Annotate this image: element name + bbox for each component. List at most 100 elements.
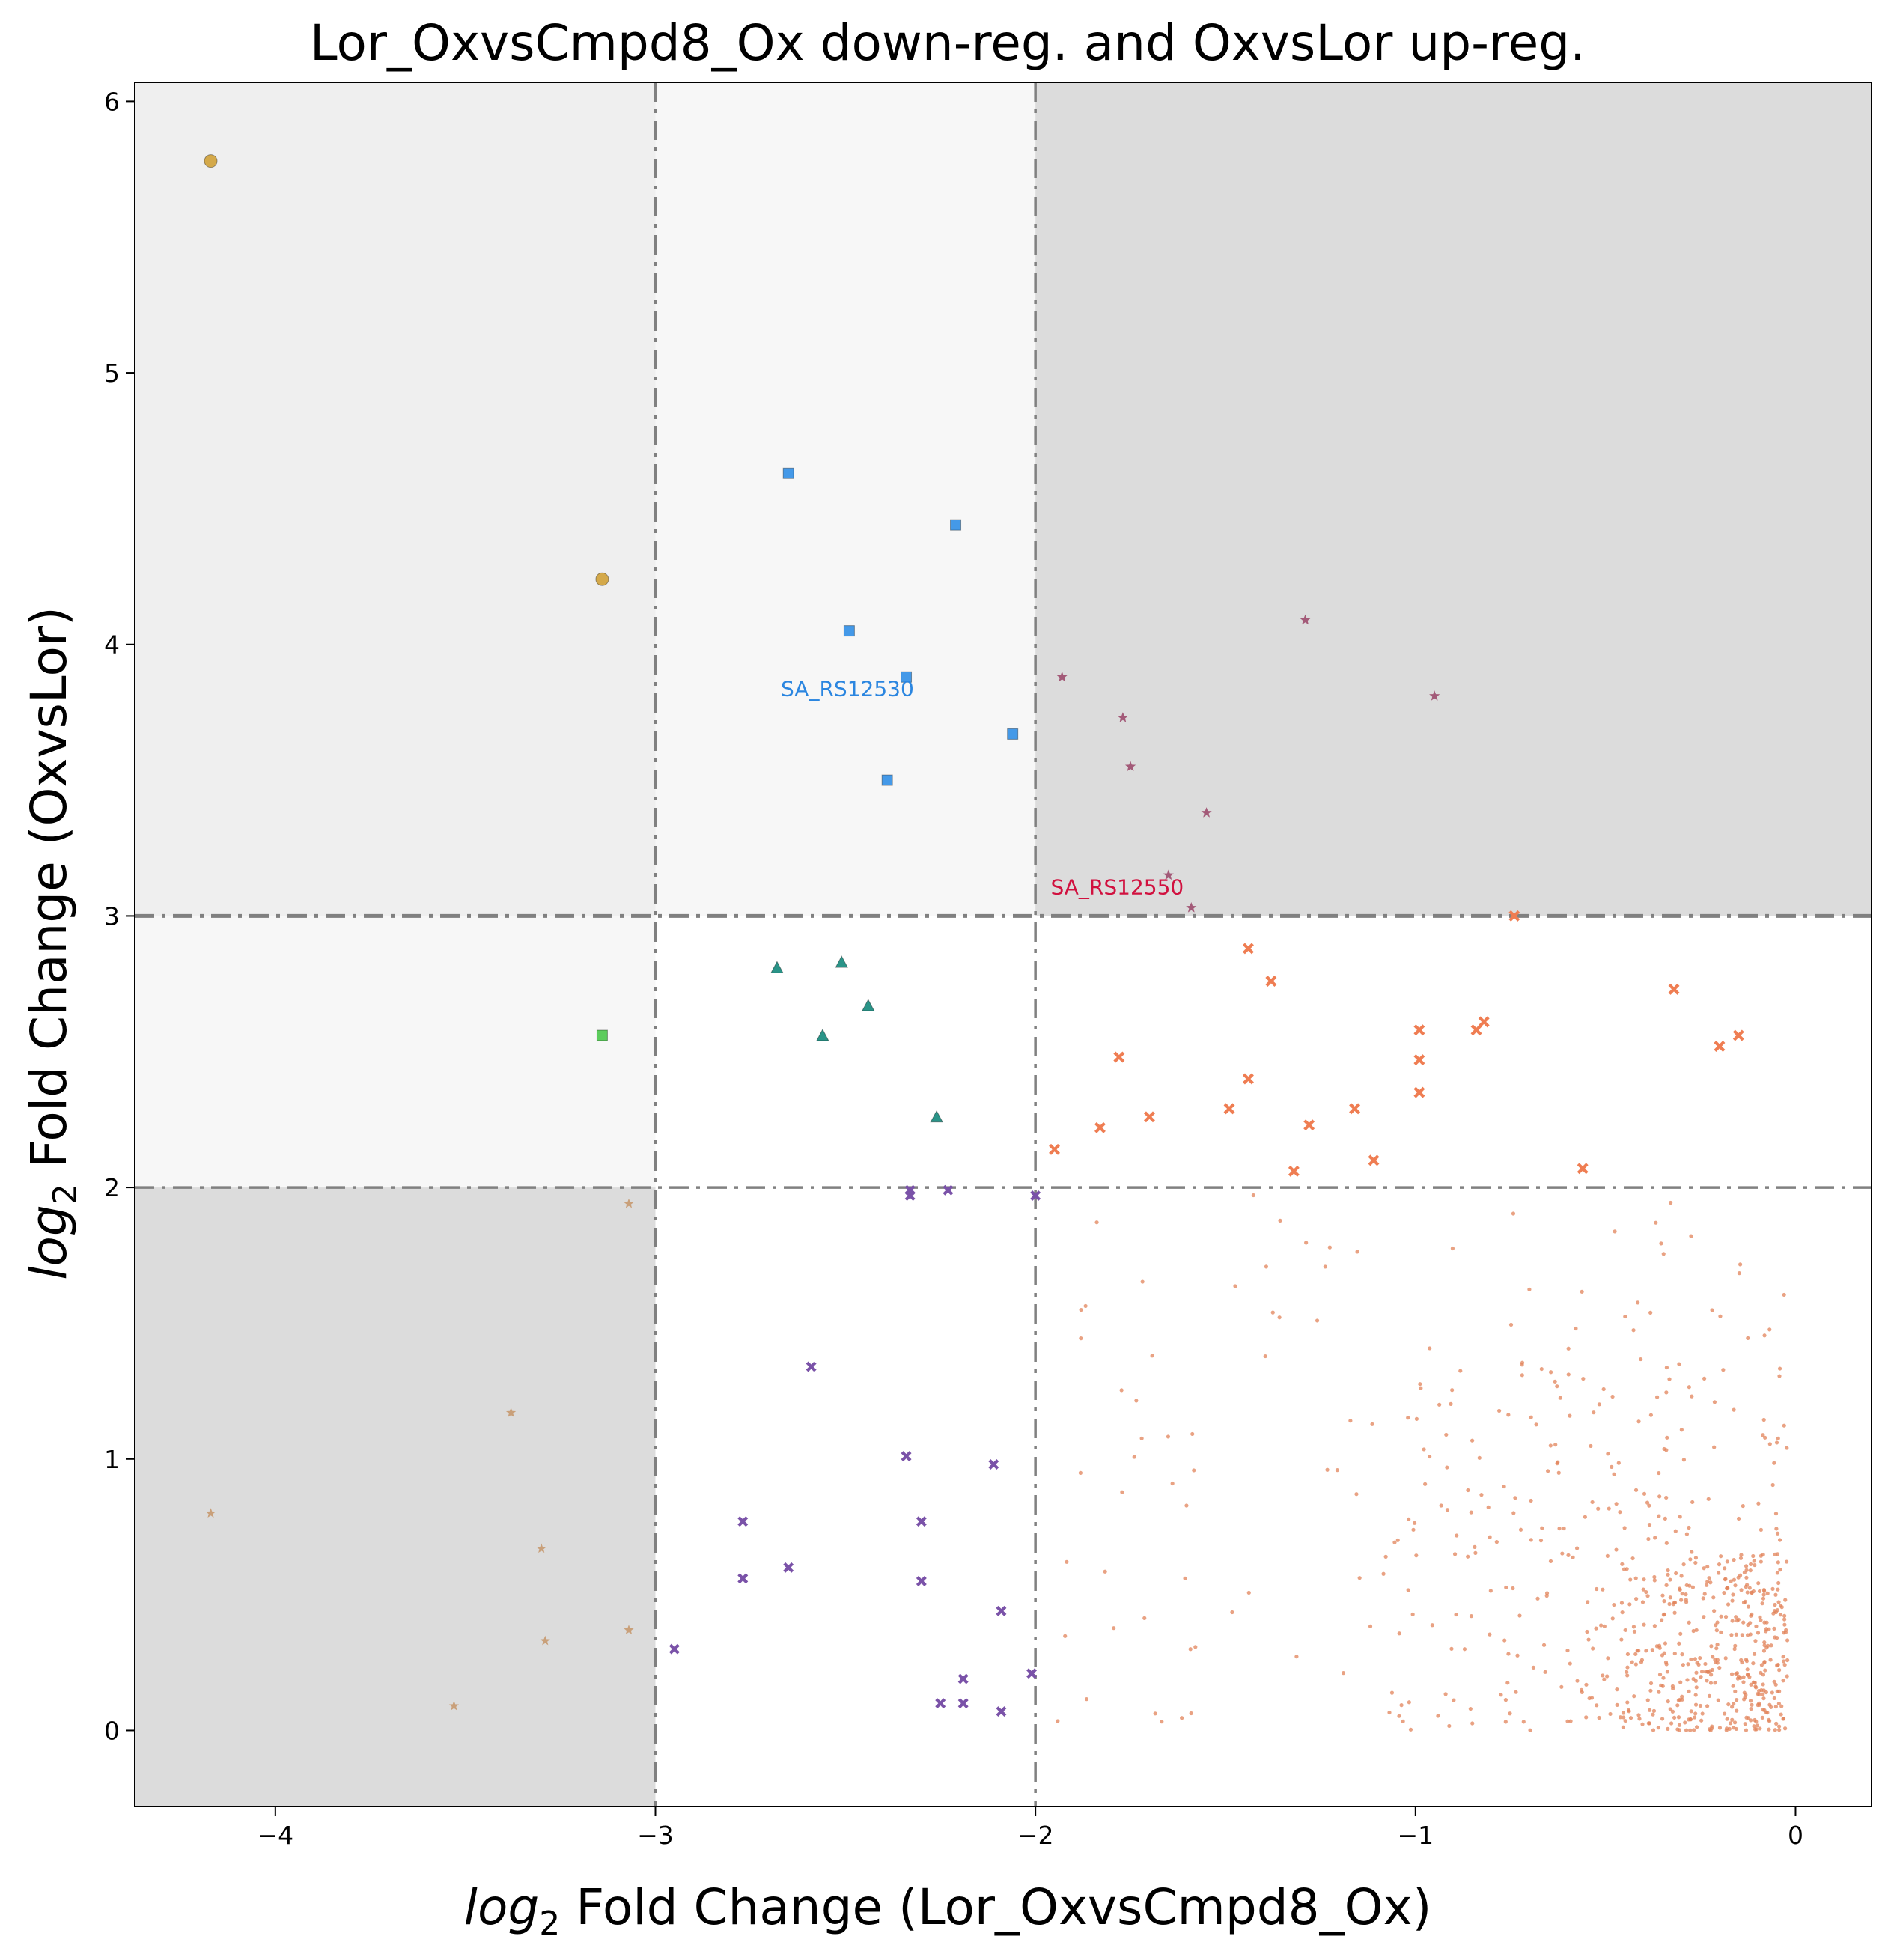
background-point <box>1616 1461 1621 1465</box>
data-point-x-stroke <box>957 1698 969 1709</box>
background-point <box>1726 1602 1731 1607</box>
background-point <box>1727 1726 1732 1731</box>
background-point <box>1734 1632 1738 1637</box>
data-point-x <box>806 1361 817 1372</box>
background-point <box>1761 1673 1766 1677</box>
background-point <box>1709 1644 1714 1649</box>
background-point <box>1767 1627 1771 1631</box>
background-point <box>1672 1651 1677 1656</box>
background-point <box>1782 1726 1788 1731</box>
background-point <box>1103 1569 1107 1574</box>
background-point <box>1632 1629 1637 1634</box>
background-point <box>1140 1279 1145 1284</box>
background-point <box>1778 1613 1783 1617</box>
background-point <box>1614 1502 1619 1506</box>
background-point <box>1662 1612 1666 1616</box>
background-point <box>1411 1527 1416 1532</box>
data-point-x <box>904 1184 916 1196</box>
background-point <box>1741 1600 1747 1605</box>
background-point <box>1758 1726 1762 1731</box>
data-point-square <box>901 671 913 683</box>
data-point-star <box>1186 902 1197 913</box>
data-point-x <box>737 1516 749 1527</box>
background-point <box>1651 1712 1655 1717</box>
data-point-x <box>1714 1041 1726 1052</box>
data-point-x <box>1668 983 1680 995</box>
background-point <box>1756 1581 1761 1586</box>
background-point <box>1692 1715 1697 1720</box>
background-point <box>1430 1623 1434 1628</box>
data-point-square <box>843 625 855 637</box>
data-point-x-stroke <box>1413 1024 1425 1036</box>
background-point <box>1712 1445 1717 1449</box>
background-point <box>1607 1506 1611 1511</box>
background-point <box>1761 1682 1765 1687</box>
background-point <box>1094 1220 1099 1225</box>
background-point <box>1263 1354 1267 1359</box>
background-point <box>1543 1670 1547 1674</box>
background-point <box>1635 1649 1639 1653</box>
background-point <box>1323 1264 1327 1269</box>
background-point <box>1687 1583 1692 1588</box>
annotations: SA_RS12530 SA_RS12550 <box>781 677 1184 900</box>
y-tick-label: 5 <box>104 359 120 388</box>
data-point-star <box>1201 807 1212 818</box>
background-point <box>1670 1684 1675 1688</box>
background-point <box>1764 1629 1768 1634</box>
background-point <box>1469 1510 1473 1515</box>
background-point <box>1535 1596 1540 1601</box>
data-point-x-stroke <box>1242 943 1254 955</box>
background-point <box>1470 1438 1475 1443</box>
background-point <box>1700 1711 1705 1716</box>
background-point <box>1759 1618 1763 1622</box>
background-point <box>1663 1516 1667 1521</box>
x-tick-label: −2 <box>1017 1821 1054 1850</box>
background-point <box>1621 1725 1625 1729</box>
background-point <box>1738 1676 1743 1681</box>
background-point <box>1733 1643 1738 1648</box>
background-point <box>1719 1614 1723 1619</box>
background-point <box>1672 1610 1677 1615</box>
background-point <box>1628 1577 1633 1582</box>
background-point <box>1488 1535 1492 1539</box>
background-point <box>1725 1559 1729 1564</box>
background-point <box>1677 1728 1681 1732</box>
background-point <box>1690 1394 1694 1399</box>
data-point-square <box>950 519 962 531</box>
background-point <box>1680 1592 1684 1596</box>
background-point <box>1651 1728 1656 1732</box>
background-point <box>1488 1632 1492 1637</box>
background-point <box>1679 1598 1684 1602</box>
background-point <box>1717 1562 1722 1567</box>
background-point <box>1690 1585 1696 1589</box>
data-point-x-stroke <box>988 1459 999 1470</box>
background-point <box>1681 1562 1686 1567</box>
data-point-x <box>988 1459 999 1470</box>
background-point <box>1675 1703 1680 1708</box>
background-point <box>1470 1721 1475 1726</box>
background-point <box>1705 1565 1710 1569</box>
background-point <box>1708 1728 1713 1732</box>
background-point <box>1439 1503 1443 1508</box>
background-point <box>1325 1467 1330 1472</box>
background-point <box>1559 1684 1564 1689</box>
background-point <box>1666 1568 1670 1573</box>
background-point <box>1553 1443 1558 1447</box>
background-point <box>1755 1723 1759 1728</box>
background-point <box>1769 1643 1773 1648</box>
background-point <box>1614 1547 1619 1552</box>
background-point <box>1729 1633 1734 1637</box>
background-point <box>1166 1434 1171 1439</box>
background-point <box>1648 1681 1654 1686</box>
background-point <box>1684 1532 1689 1536</box>
background-point <box>1748 1568 1753 1573</box>
background-point <box>1610 1616 1615 1621</box>
background-point <box>1776 1560 1780 1565</box>
background-point <box>1745 1667 1750 1672</box>
background-point <box>1592 1410 1596 1415</box>
background-point <box>1613 1229 1617 1234</box>
background-point <box>1466 1554 1470 1559</box>
y-axis-ticks: 0 1 2 3 4 5 6 <box>104 87 135 1745</box>
x-tick-label: −1 <box>1397 1821 1434 1850</box>
